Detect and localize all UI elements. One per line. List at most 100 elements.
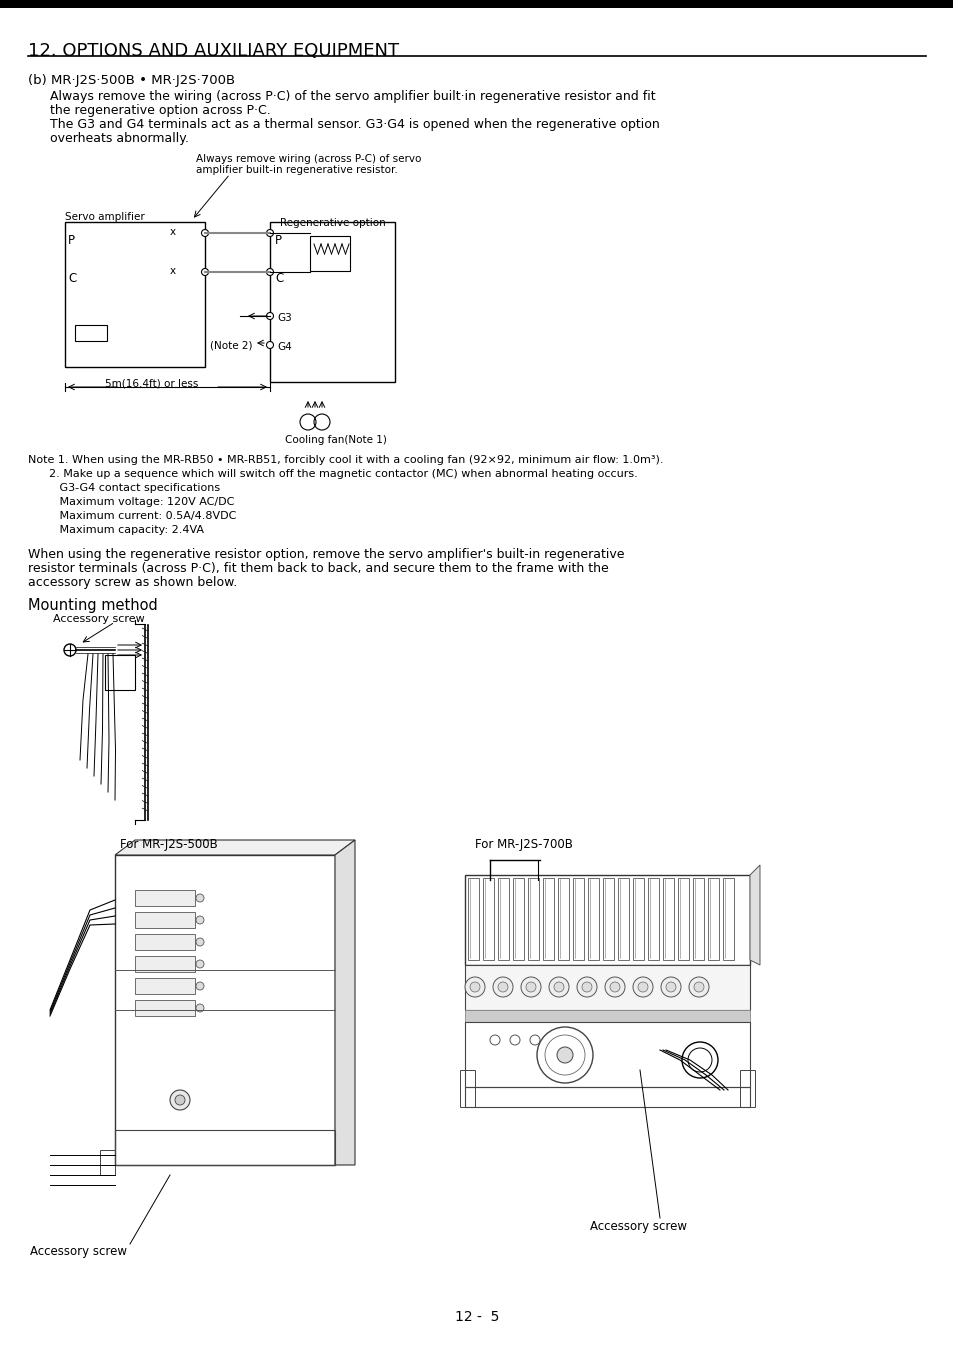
Text: C: C xyxy=(68,271,76,285)
Text: 5m(16.4ft) or less: 5m(16.4ft) or less xyxy=(105,378,198,387)
Bar xyxy=(707,878,719,960)
Text: For MR-J2S-700B: For MR-J2S-700B xyxy=(475,838,572,850)
Circle shape xyxy=(581,981,592,992)
Bar xyxy=(135,956,194,972)
Text: Accessory screw: Accessory screw xyxy=(589,1220,686,1233)
Text: Note 1. When using the MR-RB50 • MR-RB51, forcibly cool it with a cooling fan (9: Note 1. When using the MR-RB50 • MR-RB51… xyxy=(28,455,662,464)
Bar xyxy=(115,855,335,1165)
Circle shape xyxy=(638,981,647,992)
Text: (Note 2): (Note 2) xyxy=(210,340,253,350)
Text: Accessory screw: Accessory screw xyxy=(30,1245,127,1258)
Circle shape xyxy=(195,981,204,990)
Circle shape xyxy=(693,981,703,992)
Circle shape xyxy=(266,230,274,236)
Text: 12. OPTIONS AND AUXILIARY EQUIPMENT: 12. OPTIONS AND AUXILIARY EQUIPMENT xyxy=(28,42,398,59)
Text: Mounting method: Mounting method xyxy=(28,598,157,613)
Circle shape xyxy=(660,977,680,998)
Text: amplifier built-in regenerative resistor.: amplifier built-in regenerative resistor… xyxy=(195,165,397,176)
Circle shape xyxy=(548,977,568,998)
Circle shape xyxy=(490,1035,499,1045)
Bar xyxy=(135,1000,194,1017)
Text: When using the regenerative resistor option, remove the servo amplifier's built-: When using the regenerative resistor opt… xyxy=(28,548,624,562)
Bar xyxy=(573,878,583,960)
Text: The G3 and G4 terminals act as a thermal sensor. G3·G4 is opened when the regene: The G3 and G4 terminals act as a thermal… xyxy=(50,117,659,131)
Text: Cooling fan(Note 1): Cooling fan(Note 1) xyxy=(285,435,387,446)
Bar xyxy=(513,878,523,960)
Circle shape xyxy=(557,1048,573,1062)
Bar xyxy=(464,965,749,1010)
Circle shape xyxy=(170,1089,190,1110)
Bar xyxy=(464,1022,749,1087)
Circle shape xyxy=(201,269,209,275)
Text: P: P xyxy=(274,234,282,247)
Circle shape xyxy=(174,1095,185,1106)
Bar xyxy=(65,221,205,367)
Circle shape xyxy=(266,269,274,275)
Bar xyxy=(135,890,194,906)
Text: 12 -  5: 12 - 5 xyxy=(455,1310,498,1324)
Bar xyxy=(115,1130,335,1165)
Text: G4: G4 xyxy=(276,342,292,352)
Circle shape xyxy=(195,894,204,902)
Bar xyxy=(692,878,703,960)
Circle shape xyxy=(195,1004,204,1012)
Circle shape xyxy=(609,981,619,992)
Circle shape xyxy=(633,977,652,998)
Bar xyxy=(497,878,509,960)
Text: P: P xyxy=(68,234,75,247)
Text: Regenerative option: Regenerative option xyxy=(280,217,385,228)
Text: the regenerative option across P·C.: the regenerative option across P·C. xyxy=(50,104,271,117)
Polygon shape xyxy=(749,865,760,965)
Circle shape xyxy=(604,977,624,998)
Circle shape xyxy=(520,977,540,998)
Bar xyxy=(459,1071,475,1107)
Circle shape xyxy=(525,981,536,992)
Circle shape xyxy=(493,977,513,998)
Circle shape xyxy=(497,981,507,992)
Bar xyxy=(135,977,194,994)
Circle shape xyxy=(464,977,484,998)
Bar xyxy=(270,221,395,382)
Bar xyxy=(100,1150,115,1174)
Polygon shape xyxy=(335,840,355,1165)
Circle shape xyxy=(64,644,76,656)
Text: Maximum capacity: 2.4VA: Maximum capacity: 2.4VA xyxy=(28,525,204,535)
Circle shape xyxy=(554,981,563,992)
Bar xyxy=(542,878,554,960)
Bar xyxy=(464,875,749,965)
Bar xyxy=(105,655,135,690)
Text: Always remove the wiring (across P·C) of the servo amplifier built·in regenerati: Always remove the wiring (across P·C) of… xyxy=(50,90,655,103)
Text: Servo amplifier: Servo amplifier xyxy=(65,212,145,221)
Text: accessory screw as shown below.: accessory screw as shown below. xyxy=(28,576,237,589)
Text: Accessory screw: Accessory screw xyxy=(53,614,145,624)
Circle shape xyxy=(577,977,597,998)
Bar xyxy=(527,878,538,960)
Text: resistor terminals (across P·C), fit them back to back, and secure them to the f: resistor terminals (across P·C), fit the… xyxy=(28,562,608,575)
Circle shape xyxy=(266,342,274,348)
Text: For MR-J2S-500B: For MR-J2S-500B xyxy=(120,838,217,850)
Text: (b) MR·J2S·500B • MR·J2S·700B: (b) MR·J2S·500B • MR·J2S·700B xyxy=(28,74,234,86)
Bar xyxy=(587,878,598,960)
Bar xyxy=(740,1071,754,1107)
Text: x: x xyxy=(170,227,176,238)
Bar xyxy=(678,878,688,960)
Circle shape xyxy=(530,1035,539,1045)
Bar xyxy=(722,878,733,960)
Text: C: C xyxy=(274,271,283,285)
Bar xyxy=(464,1010,749,1022)
Bar xyxy=(647,878,659,960)
Text: 2. Make up a sequence which will switch off the magnetic contactor (MC) when abn: 2. Make up a sequence which will switch … xyxy=(28,468,638,479)
Bar xyxy=(0,0,953,8)
Bar xyxy=(464,1087,749,1107)
Circle shape xyxy=(201,230,209,236)
Bar xyxy=(135,913,194,927)
Bar xyxy=(558,878,568,960)
Text: overheats abnormally.: overheats abnormally. xyxy=(50,132,189,144)
Bar xyxy=(75,325,107,342)
Circle shape xyxy=(470,981,479,992)
Text: Maximum current: 0.5A/4.8VDC: Maximum current: 0.5A/4.8VDC xyxy=(28,512,236,521)
Bar xyxy=(662,878,673,960)
Circle shape xyxy=(266,312,274,320)
Text: Always remove wiring (across P-C) of servo: Always remove wiring (across P-C) of ser… xyxy=(195,154,421,163)
Bar xyxy=(602,878,614,960)
